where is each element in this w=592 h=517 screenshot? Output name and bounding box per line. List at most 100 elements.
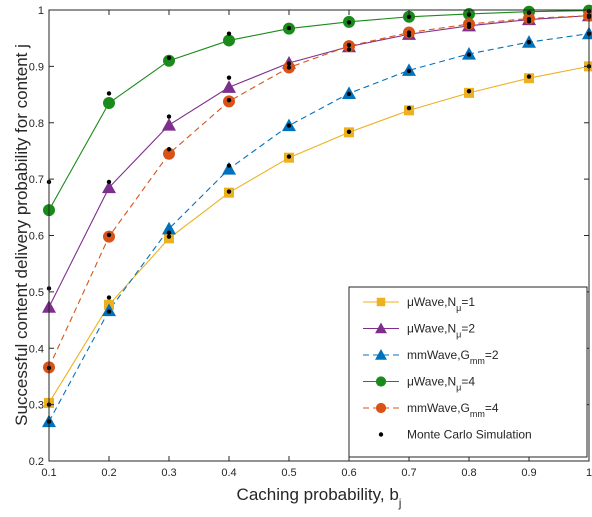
simulation-point [526, 16, 532, 22]
x-tick-label: 0.3 [161, 467, 176, 479]
legend-label-subscript: mm [470, 409, 485, 419]
y-tick-label: 0.2 [29, 456, 44, 468]
legend-label-suffix: =4 [461, 375, 475, 389]
x-tick-label: 0.8 [461, 467, 476, 479]
x-tick-label: 0.2 [101, 467, 116, 479]
simulation-point [166, 147, 172, 152]
legend-marker [375, 349, 387, 360]
legend-label-main: μWave,N [407, 375, 456, 389]
data-point [222, 161, 236, 175]
simulation-point [106, 309, 112, 314]
simulation-point [106, 179, 112, 185]
legend-marker [378, 432, 384, 437]
simulation-point [286, 61, 292, 66]
series-line [48, 15, 590, 308]
x-tick-label: 0.9 [521, 467, 536, 479]
simulation-point [226, 189, 232, 194]
legend-box [348, 286, 588, 458]
simulation-point [406, 68, 412, 74]
legend-marker [376, 297, 386, 307]
legend-label-subscript: μ [456, 330, 461, 340]
y-tick-label: 0.7 [29, 174, 44, 186]
legend-label: μWave,Nμ=4 [407, 375, 475, 393]
data-point [163, 147, 175, 160]
y-tick-label: 0.8 [29, 118, 44, 130]
legend-marker [375, 402, 387, 414]
simulation-point [466, 88, 472, 94]
legend-label: μWave,Nμ=2 [407, 322, 475, 340]
series-line [48, 33, 590, 422]
legend: μWave,Nμ=1μWave,Nμ=2mmWave,Gmm=2μWave,Nμ… [348, 286, 588, 458]
series-lines [48, 10, 590, 422]
simulation-point [226, 163, 232, 168]
simulation-point [226, 31, 232, 36]
legend-label-suffix: =4 [485, 401, 499, 415]
data-point [222, 80, 236, 93]
x-axis-label-subscript: j [398, 496, 402, 510]
data-point [102, 180, 116, 194]
simulation-point [346, 20, 352, 25]
legend-label-subscript: mm [470, 356, 485, 366]
simulation-point [166, 234, 172, 239]
legend-label-main: mmWave,G [407, 348, 470, 362]
legend-label-main: μWave,N [407, 322, 456, 336]
legend-label-main: μWave,N [407, 295, 456, 309]
ticks-layer: 0.1 0.2 0.3 0.4 0.5 0.6 0.7 0.8 0.9 10.20.30.40.5… [29, 5, 592, 479]
y-tick-label: 0.6 [29, 231, 44, 243]
data-point [163, 54, 175, 67]
simulation-point [286, 65, 292, 70]
x-tick-label: 1 [586, 467, 592, 479]
simulation-point [526, 74, 532, 79]
legend-label: Monte Carlo Simulation [407, 428, 532, 442]
simulation-point [526, 39, 532, 45]
simulation-point [106, 91, 112, 96]
simulation-point [106, 232, 112, 238]
x-tick-label: 0.4 [221, 467, 236, 479]
data-point [103, 97, 115, 110]
data-point [404, 105, 414, 116]
y-tick-label: 1 [38, 5, 44, 17]
legend-marker [375, 322, 387, 334]
simulation-point [106, 295, 112, 300]
legend-label: μWave,Nμ=1 [407, 295, 475, 313]
y-tick-label: 0.3 [29, 400, 44, 412]
data-point [162, 118, 176, 131]
simulation-point [286, 154, 292, 159]
simulation-point [166, 230, 172, 235]
series-line [48, 65, 590, 404]
data-point [223, 34, 235, 47]
simulation-point [286, 25, 292, 31]
legend-label-subscript: μ [456, 303, 461, 313]
x-tick-label: 0.5 [281, 467, 296, 479]
y-axis-label: Successful content delivery probability … [12, 44, 31, 426]
simulation-point [166, 55, 172, 61]
x-axis-label: Caching probability, bj [237, 485, 402, 510]
simulation-point [346, 91, 352, 97]
simulation-point [466, 21, 472, 27]
simulation-dots [46, 8, 592, 424]
x-tick-label: 0.1 [41, 467, 56, 479]
legend-label: mmWave,Gmm=4 [407, 401, 499, 419]
legend-label-main: mmWave,G [407, 401, 470, 415]
data-point [162, 221, 176, 235]
legend-label-subscript: μ [456, 383, 461, 393]
simulation-point [346, 129, 352, 134]
series-layer [42, 4, 592, 428]
legend-label-suffix: =2 [485, 348, 499, 362]
y-tick-label: 0.5 [29, 287, 44, 299]
legend-label-suffix: =2 [461, 322, 475, 336]
series-line [48, 15, 590, 368]
legend-label: mmWave,Gmm=2 [407, 348, 499, 366]
simulation-point [406, 30, 412, 35]
simulation-point [286, 123, 292, 128]
simulation-point [406, 14, 412, 19]
simulation-point [406, 105, 412, 111]
x-axis-label-main: Caching probability, b [237, 485, 399, 504]
simulation-point [346, 47, 352, 52]
simulation-point [226, 98, 232, 103]
simulation-point [166, 114, 172, 119]
legend-marker [375, 376, 387, 387]
series-line [48, 10, 590, 211]
simulation-point [226, 75, 232, 80]
